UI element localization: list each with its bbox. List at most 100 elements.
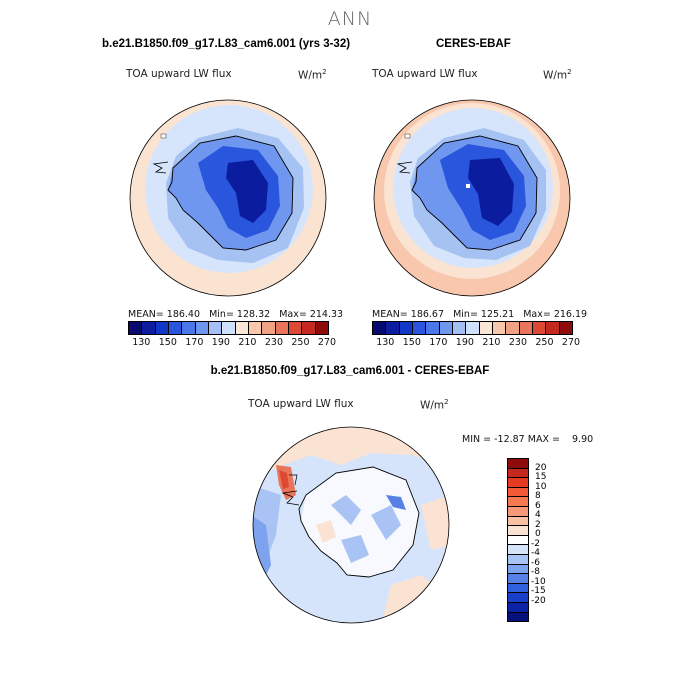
model-units-label: W/m2 [298, 68, 327, 82]
obs-colorbar-swatch [479, 322, 493, 334]
diff-colorbar-swatch [508, 545, 528, 555]
diff-map [252, 426, 450, 624]
diff-colorbar-swatch [508, 602, 528, 613]
model-colorbar [128, 321, 329, 335]
model-colorbar-tick: 190 [211, 337, 230, 348]
model-colorbar-swatch [302, 322, 316, 334]
diff-colorbar-tick: -2 [531, 538, 540, 549]
model-colorbar-swatch [275, 322, 289, 334]
model-colorbar-swatch [195, 322, 209, 334]
model-colorbar-tick: 150 [158, 337, 177, 348]
obs-units-label: W/m2 [543, 68, 572, 82]
diff-colorbar-swatch [508, 478, 528, 488]
diff-colorbar-swatch [508, 526, 528, 536]
model-colorbar-tick: 170 [185, 337, 204, 348]
obs-panel-title: CERES-EBAF [436, 38, 511, 50]
model-map [129, 99, 327, 297]
diff-colorbar-swatch [508, 487, 528, 498]
obs-variable-label: TOA upward LW flux [372, 68, 478, 80]
obs-colorbar-swatch [373, 322, 387, 334]
diff-colorbar-tick: 8 [535, 491, 541, 502]
obs-colorbar-swatch [466, 322, 480, 334]
diff-colorbar-tick: 15 [535, 472, 547, 483]
obs-colorbar-tick: 150 [402, 337, 421, 348]
diff-colorbar-swatch [508, 583, 528, 594]
diff-variable-label: TOA upward LW flux [248, 398, 354, 410]
obs-colorbar-swatch [386, 322, 400, 334]
obs-colorbar-swatch [426, 322, 440, 334]
obs-colorbar-tick: 190 [455, 337, 474, 348]
diff-colorbar-swatch [508, 516, 528, 527]
obs-colorbar-tick: 230 [508, 337, 527, 348]
obs-colorbar-swatch [519, 322, 533, 334]
obs-colorbar-swatch [492, 322, 507, 334]
diff-colorbar-swatch [508, 459, 528, 469]
obs-colorbar-swatch [506, 322, 520, 334]
model-colorbar-swatch [168, 322, 183, 334]
diff-colorbar-swatch [508, 506, 528, 517]
diff-colorbar-tick: -4 [531, 548, 540, 559]
diff-colorbar-swatch [508, 612, 528, 622]
obs-colorbar-swatch [439, 322, 453, 334]
diff-colorbar-tick: -10 [531, 576, 546, 587]
diff-colorbar-swatch [508, 593, 528, 603]
diff-panel-title: b.e21.B1850.f09_g17.L83_cam6.001 - CERES… [210, 365, 490, 377]
model-colorbar-tick: 230 [264, 337, 283, 348]
diff-colorbar-tick: -20 [531, 595, 546, 606]
model-colorbar-tick: 250 [291, 337, 310, 348]
obs-colorbar-swatch [412, 322, 427, 334]
diff-colorbar-tick: -6 [531, 557, 540, 568]
obs-colorbar-ticks: 130 150 170 190 210 230 250 270 [372, 337, 580, 349]
diff-colorbar-tick: 4 [535, 510, 541, 521]
model-colorbar-swatch [315, 322, 328, 334]
model-colorbar-swatch [208, 322, 223, 334]
obs-map [373, 99, 571, 297]
model-panel-title: b.e21.B1850.f09_g17.L83_cam6.001 (yrs 3-… [102, 38, 351, 50]
obs-colorbar-tick: 210 [482, 337, 501, 348]
model-variable-label: TOA upward LW flux [126, 68, 232, 80]
diff-colorbar-swatch [508, 497, 528, 507]
model-colorbar-swatch [222, 322, 236, 334]
diff-colorbar-tick: -15 [531, 586, 546, 597]
model-colorbar-swatch [155, 322, 169, 334]
obs-colorbar-tick: 250 [535, 337, 554, 348]
model-colorbar-swatch [262, 322, 276, 334]
model-colorbar-swatch [142, 322, 156, 334]
model-colorbar-tick: 210 [238, 337, 257, 348]
diff-colorbar-tick: 20 [535, 462, 547, 473]
model-colorbar-swatch [129, 322, 143, 334]
diff-colorbar-ticks: 20 15 10 8 6 4 2 0 -2 -4 -6 -8 -10 -15 -20 [531, 458, 565, 620]
diff-colorbar-tick: 2 [535, 519, 541, 530]
diff-units-label: W/m2 [420, 398, 449, 412]
model-colorbar-swatch [235, 322, 249, 334]
figure-title: ANN [327, 8, 373, 30]
obs-colorbar-tick: 130 [376, 337, 395, 348]
obs-colorbar-swatch [399, 322, 413, 334]
diff-colorbar-swatch [508, 574, 528, 584]
obs-colorbar-swatch [532, 322, 547, 334]
model-colorbar-swatch [248, 322, 263, 334]
diff-colorbar-swatch [508, 554, 528, 565]
diff-colorbar-swatch [508, 535, 528, 546]
obs-colorbar-swatch [452, 322, 467, 334]
diff-colorbar-tick: 0 [535, 529, 541, 540]
diff-stats: MIN = -12.87 MAX = 9.90 [462, 434, 594, 445]
model-colorbar-swatch [288, 322, 303, 334]
obs-colorbar-tick: 170 [429, 337, 448, 348]
diff-colorbar-swatch [508, 564, 528, 575]
diff-colorbar-swatch [508, 468, 528, 479]
diff-colorbar-tick: 10 [535, 481, 547, 492]
model-colorbar-swatch [182, 322, 196, 334]
diff-colorbar-tick: -8 [531, 567, 540, 578]
diff-colorbar-tick: 6 [535, 500, 541, 511]
diff-colorbar [507, 458, 529, 622]
obs-colorbar-swatch [546, 322, 560, 334]
obs-colorbar-swatch [559, 322, 572, 334]
obs-colorbar-tick: 270 [561, 337, 581, 348]
model-colorbar-tick: 130 [132, 337, 151, 348]
model-colorbar-tick: 270 [317, 337, 337, 348]
model-colorbar-ticks: 130 150 170 190 210 230 250 270 [128, 337, 336, 349]
obs-colorbar [372, 321, 573, 335]
obs-stats: MEAN= 186.67 Min= 125.21 Max= 216.19 [372, 309, 588, 320]
model-stats: MEAN= 186.40 Min= 128.32 Max= 214.33 [128, 309, 344, 320]
